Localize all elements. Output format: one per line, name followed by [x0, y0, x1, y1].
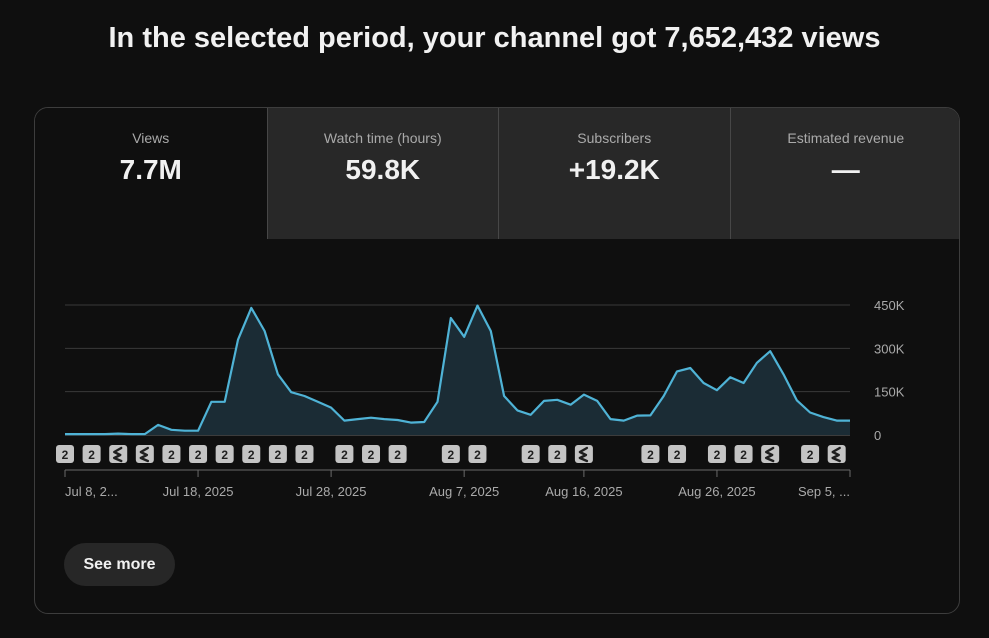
video-marker-badge: [82, 445, 101, 463]
metric-label: Subscribers: [577, 130, 652, 146]
metric-label: Estimated revenue: [787, 130, 905, 146]
video-marker-badge: [215, 445, 234, 463]
x-tick-label: Aug 26, 2025: [678, 484, 755, 499]
analytics-card: Views 7.7M Watch time (hours) 59.8K Subs…: [34, 107, 960, 614]
video-marker-badge: [295, 445, 314, 463]
metric-tab-estimated-revenue[interactable]: Estimated revenue —: [729, 108, 959, 239]
video-count-label: 2: [527, 448, 534, 462]
y-tick-label: 300K: [874, 341, 905, 356]
video-marker-badge: [668, 445, 687, 463]
video-marker-badge: [189, 445, 208, 463]
metric-tab-subscribers[interactable]: Subscribers +19.2K: [498, 108, 730, 239]
video-count-label: 2: [474, 448, 481, 462]
shorts-icon: [139, 446, 150, 463]
video-marker-badge: [801, 445, 820, 463]
video-count-label: 2: [341, 448, 348, 462]
x-tick-label: Jul 8, 2...: [65, 484, 118, 499]
metric-value: 59.8K: [345, 154, 421, 185]
video-marker-badge: [388, 445, 407, 463]
video-count-label: 2: [647, 448, 654, 462]
views-line: [65, 304, 850, 436]
x-tick-label: Sep 5, ...: [798, 484, 850, 499]
video-marker-badge: [335, 445, 354, 463]
video-count-label: 2: [301, 448, 308, 462]
video-count-label: 2: [248, 448, 255, 462]
video-count-label: 2: [368, 448, 375, 462]
x-tick-label: Aug 7, 2025: [429, 484, 499, 499]
video-marker-badge: [242, 445, 261, 463]
video-count-label: 2: [62, 448, 69, 462]
video-marker-badge: [641, 445, 660, 463]
x-tick-label: Aug 16, 2025: [545, 484, 622, 499]
video-count-label: 2: [714, 448, 721, 462]
shorts-icon: [113, 446, 123, 463]
video-marker-badge: [441, 445, 460, 463]
video-marker-badge: [162, 445, 181, 463]
video-marker-badge: [707, 445, 726, 463]
video-marker-badge: [362, 445, 381, 463]
video-count-label: 2: [740, 448, 747, 462]
shorts-icon: [764, 446, 775, 463]
video-marker-badge: [548, 445, 567, 463]
video-marker-badge: [734, 445, 753, 463]
video-count-label: 2: [448, 448, 455, 462]
video-count-label: 2: [554, 448, 561, 462]
video-marker-badge: [468, 445, 487, 463]
video-count-label: 2: [88, 448, 95, 462]
video-count-label: 2: [394, 448, 401, 462]
y-tick-label: 450K: [874, 298, 905, 313]
video-marker-badge: [521, 445, 540, 463]
metric-value: 7.7M: [119, 154, 182, 185]
video-count-label: 2: [221, 448, 228, 462]
metric-tab-views[interactable]: Views 7.7M: [35, 108, 267, 239]
views-chart: 0 150K 300K 450K 2 2 2 2 2 2 2 2 2 2 2 2 2 2 2 2 2 2 2 2 Jul 8, …: [56, 298, 905, 499]
x-tick-label: Jul 28, 2025: [296, 484, 367, 499]
video-count-label: 2: [807, 448, 814, 462]
y-tick-label: 150K: [874, 385, 905, 400]
video-marker-badge: [268, 445, 287, 463]
video-count-label: 2: [168, 448, 175, 462]
metric-tab-watch-time[interactable]: Watch time (hours) 59.8K: [266, 108, 498, 239]
views-area: [65, 305, 850, 435]
see-more-button[interactable]: See more: [64, 543, 175, 586]
y-tick-label: 0: [874, 428, 881, 443]
metric-label: Watch time (hours): [323, 130, 442, 146]
page-headline: In the selected period, your channel got…: [108, 22, 881, 54]
video-marker-badge: [56, 445, 74, 463]
video-count-label: 2: [195, 448, 202, 462]
shorts-icon: [831, 446, 841, 463]
metric-value: —: [831, 154, 860, 185]
video-count-label: 2: [674, 448, 681, 462]
metric-value: +19.2K: [568, 154, 660, 185]
metric-tabs: Views 7.7M Watch time (hours) 59.8K Subs…: [35, 108, 959, 239]
metric-label: Views: [132, 130, 170, 146]
x-tick-label: Jul 18, 2025: [163, 484, 234, 499]
shorts-icon: [578, 446, 589, 463]
video-count-label: 2: [275, 448, 282, 462]
